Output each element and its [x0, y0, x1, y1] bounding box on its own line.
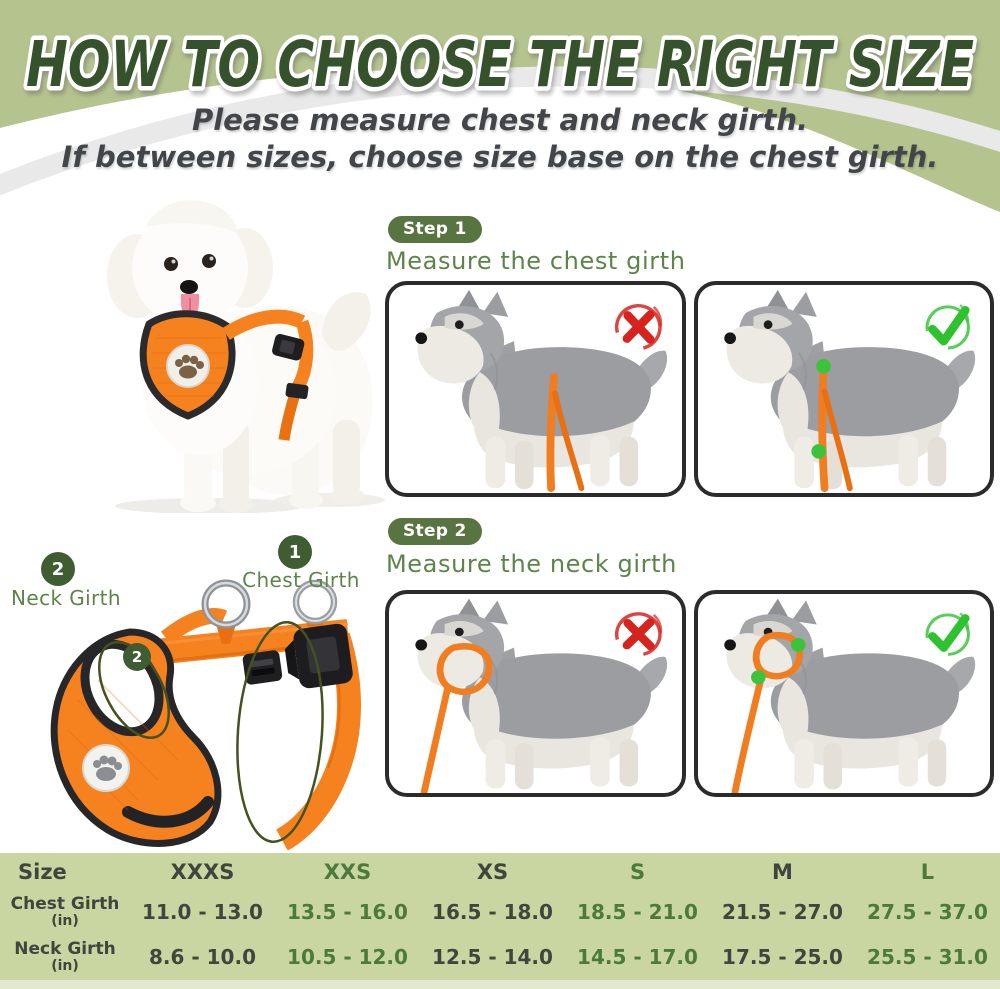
measuring-tape-correct-chest [818, 364, 853, 493]
wrong-x-icon [617, 614, 661, 654]
step1-wrong-photo [385, 281, 686, 497]
neck-girth-line [98, 640, 170, 740]
column-header-s: S [629, 859, 646, 884]
banner-gray-swoosh [0, 66, 1000, 196]
intro-line-1: Please measure chest and neck girth. [191, 103, 809, 137]
step2-correct-photo [694, 590, 994, 797]
buckle-icon [272, 334, 305, 361]
measuring-tape-wrong-chest [546, 373, 585, 493]
step-1-badge: Step 1 [388, 216, 482, 243]
neck-girth-value-xxxs: 8.6 - 10.0 [148, 945, 256, 969]
chest-girth-value-xxxs: 11.0 - 13.0 [142, 900, 263, 924]
strap-slider [242, 650, 283, 685]
bottom-strip [0, 980, 1000, 989]
chest-girth-number-badge: 1 [278, 535, 312, 569]
measure-dot [816, 359, 831, 374]
neck-girth-value-l: 25.5 - 31.0 [867, 945, 988, 969]
banner-green-shape [0, 0, 1000, 212]
column-header-m: M [772, 859, 793, 884]
neck-girth-value-s: 14.5 - 17.0 [577, 945, 698, 969]
neck-girth-value-m: 17.5 - 25.0 [722, 945, 843, 969]
measuring-tape-correct-neck [731, 632, 804, 793]
row-label-chest-girth: Chest Girth (in) [10, 894, 120, 929]
hero-harness [139, 309, 314, 441]
step-1-heading: Measure the chest girth [386, 247, 686, 275]
chest-girth-label: Chest Girth [242, 568, 360, 592]
column-header-xxs: XXS [323, 859, 372, 884]
neck-girth-value-xxs: 10.5 - 12.0 [287, 945, 408, 969]
paw-icon [175, 354, 204, 379]
column-header-size: Size [18, 859, 67, 884]
chest-girth-value-s: 18.5 - 21.0 [577, 900, 698, 924]
chest-girth-value-xxs: 13.5 - 16.0 [287, 900, 408, 924]
chest-girth-value-xs: 16.5 - 18.0 [432, 900, 553, 924]
step-2-badge: Step 2 [388, 518, 482, 545]
measure-dot [790, 637, 806, 652]
correct-check-icon [927, 305, 968, 348]
vest-number-badge: 2 [123, 643, 151, 671]
neck-girth-label: Neck Girth [11, 586, 121, 610]
correct-check-icon [927, 613, 968, 654]
measure-dot [811, 444, 826, 459]
column-header-xxxs: XXXS [170, 859, 235, 884]
row-label-neck-girth: Neck Girth (in) [14, 939, 116, 974]
paw-icon [93, 755, 122, 781]
intro-line-2: If between sizes, choose size base on th… [61, 140, 939, 174]
neck-girth-number-badge: 2 [41, 552, 75, 586]
chest-girth-value-m: 21.5 - 27.0 [722, 900, 843, 924]
step2-wrong-photo [385, 590, 686, 797]
d-ring-icon [292, 579, 338, 625]
hero-dog-photo [107, 200, 385, 513]
chest-girth-value-l: 27.5 - 37.0 [867, 900, 988, 924]
step-2-heading: Measure the neck girth [386, 550, 677, 578]
wrong-x-icon [617, 306, 661, 348]
banner: HOW TO CHOOSE THE RIGHT SIZE [0, 0, 1000, 240]
page-title: HOW TO CHOOSE THE RIGHT SIZE [26, 28, 974, 101]
column-header-xs: XS [476, 859, 509, 884]
neck-girth-value-xs: 12.5 - 14.0 [432, 945, 553, 969]
size-chart-table: Size XXXS XXS XS S M L Chest Girth (in) … [0, 853, 1000, 980]
column-header-l: L [920, 859, 935, 884]
d-ring-icon [201, 579, 251, 629]
measure-dot [751, 670, 766, 685]
harness-product-photo [50, 579, 361, 850]
measuring-tape-wrong-neck [420, 643, 493, 793]
step1-correct-photo [694, 281, 994, 497]
chest-girth-line [236, 620, 324, 844]
